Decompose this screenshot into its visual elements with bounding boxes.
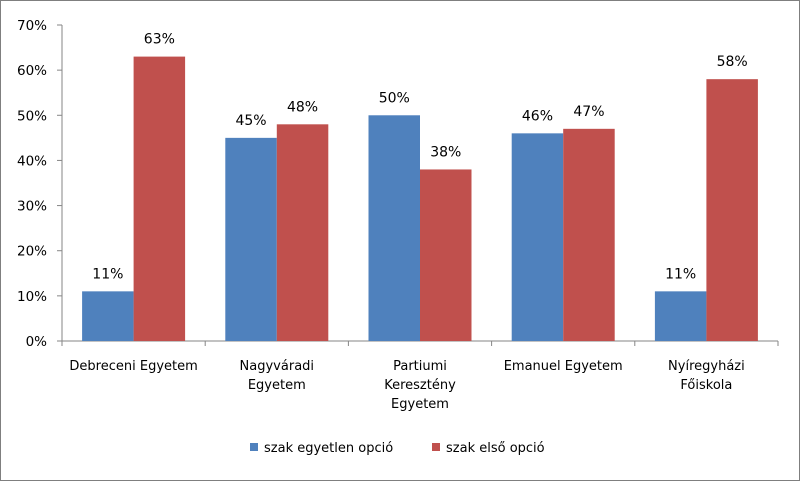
category-label-line: Nagyváradi [240, 359, 314, 374]
bar-egyetlen [368, 115, 420, 342]
y-tick-label: 40% [17, 153, 47, 169]
bar-elso [563, 128, 615, 341]
data-label: 38% [430, 144, 461, 160]
legend: szak egyetlen opció szak első opció [250, 441, 545, 456]
legend-swatch [250, 443, 258, 451]
data-label: 11% [665, 266, 696, 282]
data-label: 45% [235, 113, 266, 129]
category-label-line: Egyetem [391, 397, 449, 412]
bar-egyetlen [82, 291, 134, 341]
category-label: Nyíregyházi Főiskola [668, 359, 745, 393]
data-label: 46% [522, 108, 553, 124]
bar-egyetlen [654, 291, 707, 341]
category-label-line: Keresztény [384, 378, 456, 393]
data-label: 48% [287, 99, 318, 115]
legend-label: szak egyetlen opció [264, 441, 393, 456]
category-label-line: Főiskola [680, 378, 732, 393]
category-label-line: Debreceni Egyetem [69, 359, 197, 374]
y-tick-label: 70% [17, 18, 47, 34]
category-label-line: Partiumi [393, 359, 447, 374]
category-label: Nagyváradi Egyetem [240, 359, 314, 393]
y-tick-label: 10% [17, 289, 47, 305]
data-label: 50% [379, 90, 410, 106]
bar-egyetlen [511, 133, 564, 341]
category-label: Partiumi Keresztény Egyetem [384, 359, 456, 412]
bar-elso [276, 124, 329, 341]
data-label: 11% [92, 266, 123, 282]
bar-egyetlen [225, 137, 277, 341]
y-tick-label: 30% [17, 199, 47, 215]
bar-elso [420, 169, 472, 341]
data-label: 47% [573, 104, 604, 120]
legend-swatch [432, 443, 440, 451]
category-label-line: Egyetem [248, 378, 306, 393]
data-labels: 11% 63% 45% 48% 50% 38% 46% 47% 11% 58% [92, 32, 747, 283]
y-tick-label: 60% [17, 63, 47, 79]
category-label-line: Emanuel Egyetem [504, 359, 623, 374]
data-label: 58% [717, 54, 748, 70]
bar-elso [706, 79, 758, 342]
category-labels: Debreceni Egyetem Nagyváradi EgyetemPartiu… [69, 359, 744, 412]
y-tick-label: 20% [17, 244, 47, 260]
y-tick-label: 0% [26, 334, 48, 350]
bar-elso [133, 56, 186, 341]
data-label: 63% [144, 32, 175, 48]
legend-label: szak első opció [446, 441, 545, 456]
axes: 0% 10% 20% 30% 40% 50% 60% 70% [17, 18, 779, 350]
y-tick-label: 50% [17, 108, 47, 124]
bars [82, 56, 758, 342]
category-label: Emanuel Egyetem [504, 359, 623, 374]
category-label-line: Nyíregyházi [668, 359, 745, 374]
category-label: Debreceni Egyetem [69, 359, 197, 374]
